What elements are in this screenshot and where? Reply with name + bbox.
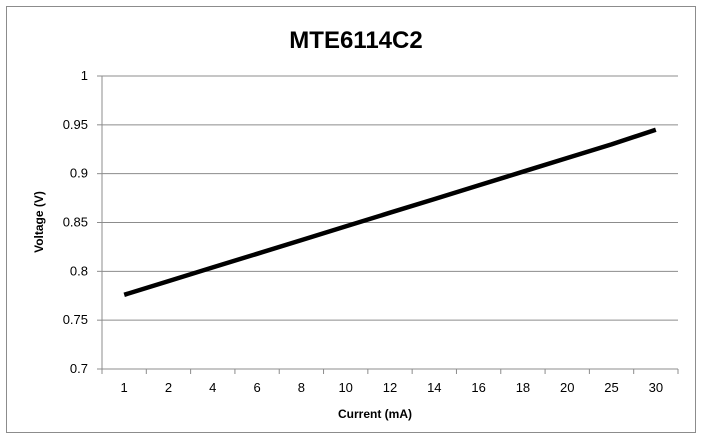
x-tick-label: 12	[383, 380, 397, 395]
y-tick-label: 0.95	[63, 117, 88, 132]
x-tick-label: 4	[209, 380, 216, 395]
x-tick-label: 14	[427, 380, 441, 395]
y-tick-label: 0.75	[63, 312, 88, 327]
x-tick-labels: 1 2 4 6 8 10 12 14 16 18 20 25 30	[121, 380, 664, 395]
x-tick-label: 6	[253, 380, 260, 395]
gridlines	[102, 75, 678, 321]
x-tick-label: 10	[338, 380, 352, 395]
y-tick-label: 0.9	[70, 166, 88, 181]
y-tick-label: 1	[81, 68, 88, 83]
x-tick-label: 25	[604, 380, 618, 395]
x-tick-label: 1	[121, 380, 128, 395]
x-tick-label: 16	[471, 380, 485, 395]
x-tick-label: 18	[516, 380, 530, 395]
axes	[97, 75, 679, 374]
y-axis-label: Voltage (V)	[32, 191, 46, 253]
x-tick-label: 2	[165, 380, 172, 395]
x-tick-label: 20	[560, 380, 574, 395]
series-layer	[123, 127, 657, 297]
x-tick-label: 8	[298, 380, 305, 395]
y-tick-labels: 0.7 0.75 0.8 0.85 0.9 0.95 1	[63, 68, 88, 376]
y-tick-label: 0.7	[70, 361, 88, 376]
y-tick-label: 0.8	[70, 263, 88, 278]
chart-frame	[6, 6, 696, 433]
x-axis-label: Current (mA)	[338, 407, 412, 421]
series-line	[123, 127, 657, 297]
chart-title: MTE6114C2	[289, 27, 422, 54]
y-tick-label: 0.85	[63, 215, 88, 230]
x-tick-label: 30	[649, 380, 663, 395]
